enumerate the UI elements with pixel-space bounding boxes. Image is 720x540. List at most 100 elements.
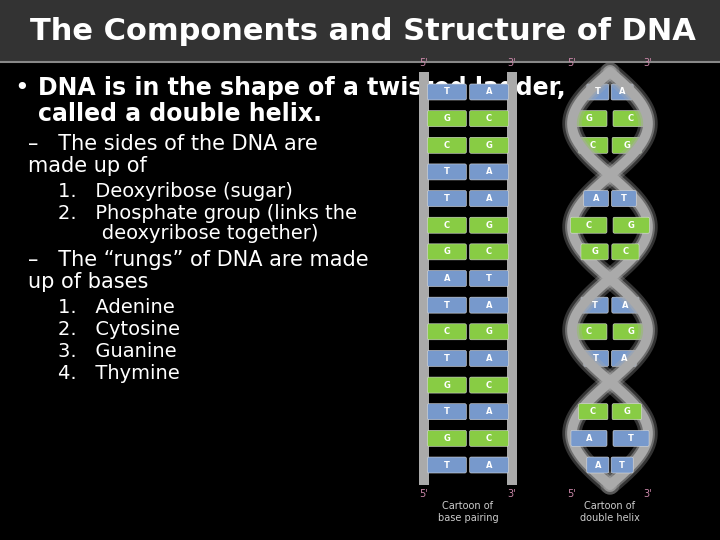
Text: T: T	[444, 301, 450, 309]
FancyBboxPatch shape	[587, 84, 609, 100]
Text: 4.   Thymine: 4. Thymine	[58, 364, 180, 383]
FancyBboxPatch shape	[469, 377, 508, 393]
Text: T: T	[444, 194, 450, 203]
FancyBboxPatch shape	[428, 430, 467, 447]
Text: C: C	[486, 247, 492, 256]
Text: –   The sides of the DNA are: – The sides of the DNA are	[28, 134, 318, 154]
FancyBboxPatch shape	[428, 297, 467, 313]
Text: G: G	[485, 141, 492, 150]
Text: G: G	[628, 221, 635, 230]
FancyBboxPatch shape	[469, 137, 508, 153]
FancyBboxPatch shape	[612, 297, 639, 313]
FancyBboxPatch shape	[613, 430, 649, 447]
FancyBboxPatch shape	[584, 191, 608, 207]
Text: Cartoon of
base pairing: Cartoon of base pairing	[438, 501, 498, 523]
Text: T: T	[444, 354, 450, 363]
Text: A: A	[622, 301, 629, 309]
FancyBboxPatch shape	[428, 457, 467, 473]
Text: T: T	[444, 167, 450, 177]
Text: 3': 3'	[508, 489, 516, 499]
Text: up of bases: up of bases	[28, 272, 148, 292]
FancyBboxPatch shape	[570, 217, 607, 233]
Text: A: A	[486, 461, 492, 469]
FancyBboxPatch shape	[612, 137, 642, 153]
FancyBboxPatch shape	[469, 164, 508, 180]
FancyBboxPatch shape	[613, 111, 649, 126]
FancyBboxPatch shape	[578, 404, 608, 420]
FancyBboxPatch shape	[469, 271, 508, 287]
Text: A: A	[595, 461, 601, 469]
FancyBboxPatch shape	[469, 111, 508, 126]
Text: 3': 3'	[508, 58, 516, 68]
Text: called a double helix.: called a double helix.	[38, 102, 322, 126]
Text: C: C	[585, 327, 592, 336]
FancyBboxPatch shape	[428, 244, 467, 260]
Text: G: G	[444, 434, 451, 443]
FancyBboxPatch shape	[428, 137, 467, 153]
Text: 3': 3'	[644, 489, 652, 499]
FancyBboxPatch shape	[428, 164, 467, 180]
Text: T: T	[621, 194, 627, 203]
Text: G: G	[591, 247, 598, 256]
Text: T: T	[444, 461, 450, 469]
Text: C: C	[486, 434, 492, 443]
Text: C: C	[628, 114, 634, 123]
Text: 5': 5'	[420, 58, 428, 68]
FancyBboxPatch shape	[469, 350, 508, 367]
FancyBboxPatch shape	[428, 191, 467, 207]
Text: A: A	[585, 434, 593, 443]
Text: 5': 5'	[567, 489, 577, 499]
Text: T: T	[593, 354, 599, 363]
FancyBboxPatch shape	[428, 84, 467, 100]
Bar	[419, 72, 429, 485]
FancyBboxPatch shape	[469, 430, 508, 447]
Text: deoxyribose together): deoxyribose together)	[58, 224, 318, 243]
Text: A: A	[621, 354, 627, 363]
FancyBboxPatch shape	[428, 377, 467, 393]
Text: A: A	[593, 194, 599, 203]
Text: G: G	[444, 114, 451, 123]
Bar	[507, 72, 517, 485]
Text: C: C	[486, 114, 492, 123]
Text: C: C	[444, 221, 450, 230]
Text: G: G	[624, 141, 630, 150]
FancyBboxPatch shape	[587, 457, 609, 473]
Text: T: T	[595, 87, 600, 97]
FancyBboxPatch shape	[611, 191, 636, 207]
Text: C: C	[444, 327, 450, 336]
Text: G: G	[585, 114, 593, 123]
Text: G: G	[628, 327, 635, 336]
FancyBboxPatch shape	[612, 404, 642, 420]
FancyBboxPatch shape	[469, 297, 508, 313]
Text: C: C	[590, 407, 596, 416]
Text: 3': 3'	[644, 58, 652, 68]
Text: A: A	[486, 167, 492, 177]
FancyBboxPatch shape	[428, 324, 467, 340]
FancyBboxPatch shape	[613, 217, 649, 233]
Text: A: A	[486, 194, 492, 203]
FancyBboxPatch shape	[428, 217, 467, 233]
FancyBboxPatch shape	[612, 244, 639, 260]
Text: T: T	[444, 407, 450, 416]
FancyBboxPatch shape	[469, 191, 508, 207]
Text: G: G	[485, 221, 492, 230]
Text: T: T	[592, 301, 598, 309]
FancyBboxPatch shape	[584, 350, 608, 367]
FancyBboxPatch shape	[611, 84, 633, 100]
Bar	[0, 0, 720, 62]
Text: G: G	[444, 247, 451, 256]
FancyBboxPatch shape	[581, 244, 608, 260]
FancyBboxPatch shape	[469, 324, 508, 340]
Text: made up of: made up of	[28, 156, 147, 176]
FancyBboxPatch shape	[469, 244, 508, 260]
Text: A: A	[486, 87, 492, 97]
FancyBboxPatch shape	[581, 297, 608, 313]
Text: T: T	[486, 274, 492, 283]
Text: The Components and Structure of DNA: The Components and Structure of DNA	[30, 17, 696, 45]
FancyBboxPatch shape	[571, 430, 607, 447]
FancyBboxPatch shape	[469, 217, 508, 233]
FancyBboxPatch shape	[613, 324, 649, 340]
Text: C: C	[486, 381, 492, 389]
Text: 2.   Cytosine: 2. Cytosine	[58, 320, 180, 339]
Text: 5': 5'	[567, 58, 577, 68]
